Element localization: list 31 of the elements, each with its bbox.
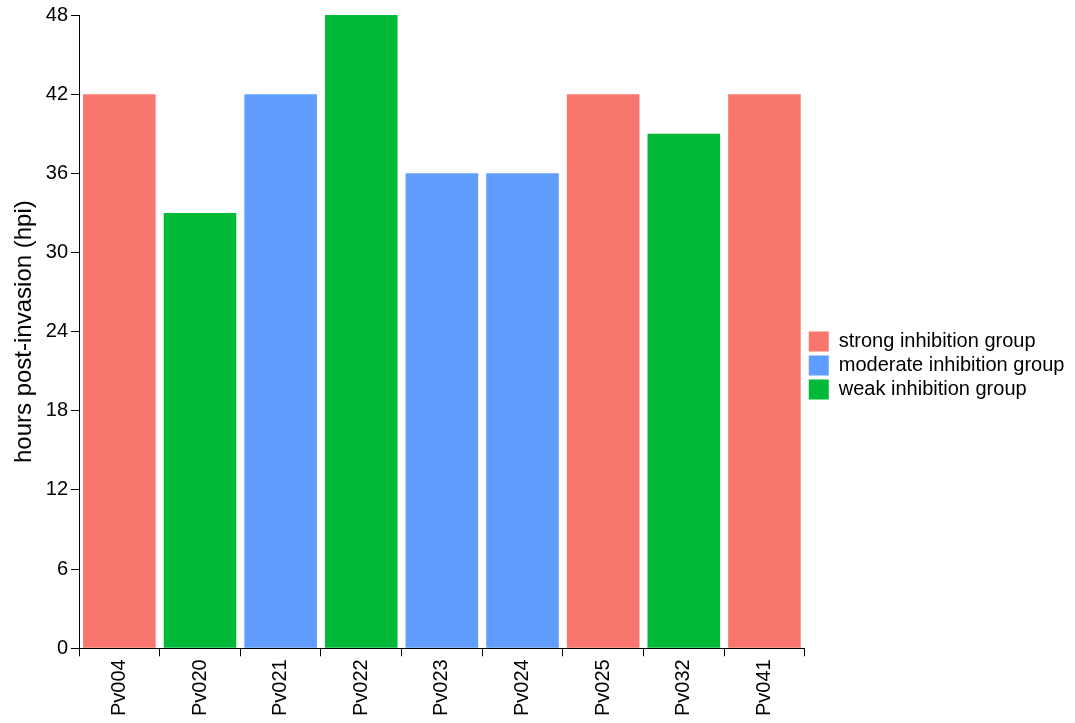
y-tick-label: 0 [56, 635, 69, 658]
y-tick-label: 30 [45, 240, 69, 262]
bar [83, 94, 156, 648]
x-tick-label: Pv021 [268, 659, 291, 717]
x-tick-label: Pv004 [106, 659, 129, 717]
bar [405, 173, 479, 648]
y-tick-label: 6 [56, 556, 69, 579]
x-tick-label: Pv032 [671, 659, 694, 717]
legend-label: strong inhibition group [838, 329, 1036, 352]
x-tick-label: Pv020 [187, 659, 210, 717]
y-tick-label: 12 [45, 477, 69, 500]
bar [728, 94, 801, 648]
legend-label: weak inhibition group [837, 377, 1027, 400]
x-tick-label: Pv022 [348, 659, 371, 717]
bar [647, 133, 721, 648]
x-tick-label: Pv025 [590, 659, 613, 717]
y-tick-label: 42 [45, 81, 69, 104]
bar [324, 15, 398, 648]
y-tick-label: 36 [45, 160, 69, 183]
y-axis-title: hours post-invasion (hpi) [9, 200, 37, 464]
x-tick-label: Pv023 [429, 659, 452, 717]
x-tick-label: Pv041 [751, 659, 774, 717]
y-tick-label: 18 [45, 398, 69, 421]
bar [566, 94, 640, 648]
y-tick-label: 24 [45, 319, 69, 342]
x-tick-label: Pv024 [510, 659, 533, 717]
legend-label: moderate inhibition group [838, 353, 1065, 376]
y-tick-label: 48 [45, 2, 69, 25]
bar [163, 212, 237, 648]
bar [244, 94, 317, 648]
bar [486, 173, 559, 648]
